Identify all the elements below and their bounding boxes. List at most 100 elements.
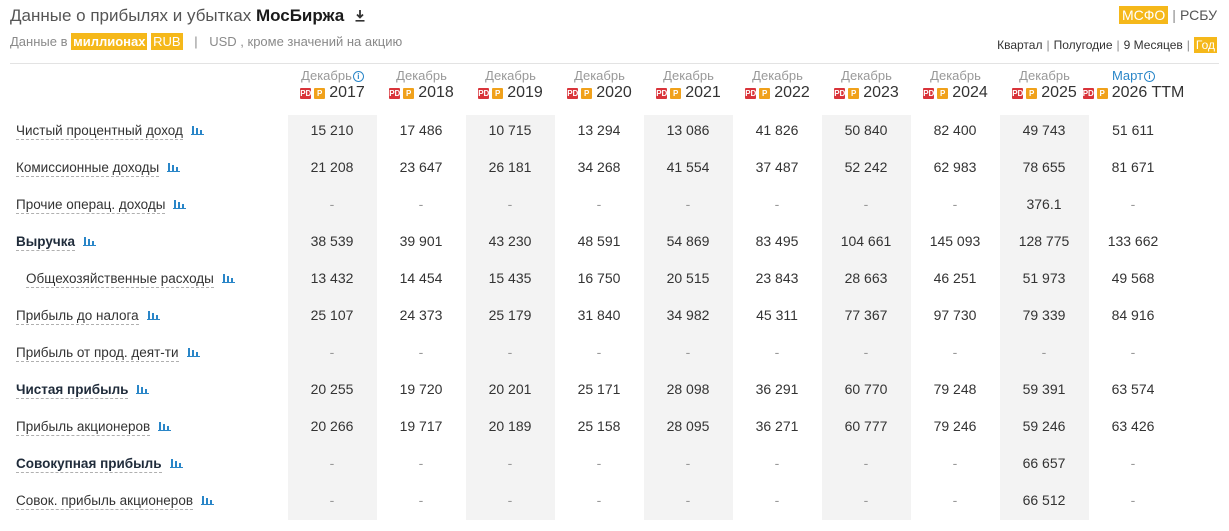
row-label-text[interactable]: Прибыль от прод. деят-ти [16,345,179,362]
row-label-text[interactable]: Комиссионные доходы [16,160,160,177]
row-label[interactable]: Общехозяйственные расходы [26,271,235,288]
table-cell: 376.1 [1026,196,1062,212]
table-cell: 81 671 [1111,159,1155,175]
report-icon[interactable]: Р [937,88,949,99]
row-label[interactable]: Совокупная прибыль [16,456,183,473]
table-cell: 28 095 [666,418,710,434]
row-label-text[interactable]: Выручка [16,234,75,251]
row-label-text[interactable]: Чистая прибыль [16,382,129,399]
report-icon[interactable]: Р [1026,88,1038,99]
row-label-text[interactable]: Прибыль акционеров [16,419,151,436]
bar-chart-icon[interactable] [190,123,204,135]
pdf-icon[interactable]: PDF [478,88,495,99]
period-1[interactable]: Полугодие [1053,38,1113,52]
pdf-icon[interactable]: PDF [745,88,762,99]
info-icon[interactable]: i [352,71,364,82]
pdf-icon[interactable]: PDF [1082,88,1099,99]
pdf-icon[interactable]: PDF [656,88,673,99]
column-year: 2019 [507,84,543,101]
table-cell: - [774,196,780,212]
row-label-text[interactable]: Совокупная прибыль [16,456,162,473]
report-icon[interactable]: Р [848,88,860,99]
company-name[interactable]: МосБиржа [255,6,345,25]
report-icon[interactable]: Р [1096,88,1108,99]
column-shade [822,115,911,520]
row-label[interactable]: Прибыль до налога [16,308,160,325]
table-cell: 20 266 [310,418,354,434]
bar-chart-icon[interactable] [158,419,172,431]
table-cell: - [1041,344,1047,360]
row-label-text[interactable]: Совок. прибыль акционеров [16,493,193,510]
row-label[interactable]: Прибыль от прод. деят-ти [16,345,200,362]
period-3[interactable]: Год [1193,37,1217,53]
report-icon[interactable]: Р [492,88,504,99]
period-0[interactable]: Квартал [997,38,1043,52]
table-cell: 28 098 [666,381,710,397]
column-shade [1000,115,1089,520]
bar-chart-icon[interactable] [82,234,96,246]
column-header: Декабрь PDFР 2018 [367,68,476,102]
row-label[interactable]: Чистая прибыль [16,382,150,399]
table-cell: - [418,455,424,471]
row-label[interactable]: Комиссионные доходы [16,160,181,177]
column-header: Март i PDFР 2026 TTM [1079,68,1188,102]
bar-chart-icon[interactable] [167,160,181,172]
pdf-icon[interactable]: PDF [1012,88,1029,99]
table-cell: - [418,492,424,508]
table-cell: 79 248 [933,381,977,397]
table-cell: - [1130,344,1136,360]
row-label-text[interactable]: Чистый процентный доход [16,123,183,140]
table-cell: 10 715 [488,122,532,138]
table-cell: - [863,196,869,212]
row-label-text[interactable]: Прибыль до налога [16,308,139,325]
pdf-icon[interactable]: PDF [300,88,317,99]
report-icon[interactable]: Р [581,88,593,99]
bar-chart-icon[interactable] [201,493,214,505]
column-month-label: Декабрь [841,68,892,83]
column-year-line: PDFР 2026 TTM [1079,84,1188,102]
row-label-text[interactable]: Прочие операц. доходы [16,197,166,214]
column-month-label: Декабрь [1019,68,1070,83]
row-label[interactable]: Совок. прибыль акционеров [16,493,214,510]
period-2[interactable]: 9 Месяцев [1123,38,1183,52]
table-cell: - [596,196,602,212]
table-cell: 62 983 [933,159,977,175]
row-label[interactable]: Прибыль акционеров [16,419,172,436]
table-cell: 60 777 [844,418,888,434]
row-label[interactable]: Чистый процентный доход [16,123,204,140]
table-cell: 41 826 [755,122,799,138]
row-label[interactable]: Выручка [16,234,96,251]
table-cell: 104 661 [840,233,892,249]
report-icon[interactable]: Р [759,88,771,99]
bar-chart-icon[interactable] [169,456,183,468]
pdf-icon[interactable]: PDF [567,88,584,99]
table-cell: - [329,196,335,212]
standard-ifrs[interactable]: МСФО [1118,6,1169,24]
bar-chart-icon[interactable] [136,382,150,394]
currency-usd[interactable]: USD [209,34,237,49]
table-cell: 23 647 [399,159,443,175]
bar-chart-icon[interactable] [146,308,160,320]
table-cell: 25 158 [577,418,621,434]
row-label-text[interactable]: Общехозяйственные расходы [26,271,214,288]
units-millions[interactable]: миллионах [71,33,148,50]
pdf-icon[interactable]: PDF [923,88,940,99]
bar-chart-icon[interactable] [186,345,200,357]
table-cell: 77 367 [844,307,888,323]
report-icon[interactable]: Р [403,88,415,99]
bar-chart-icon[interactable] [173,197,187,209]
table-cell: 20 201 [488,381,532,397]
standard-ras[interactable]: РСБУ [1179,7,1217,23]
pdf-icon[interactable]: PDF [834,88,851,99]
report-icon[interactable]: Р [670,88,682,99]
pdf-icon[interactable]: PDF [389,88,406,99]
row-label[interactable]: Прочие операц. доходы [16,197,187,214]
download-icon[interactable] [355,10,365,22]
column-month-label: Декабрь [930,68,981,83]
column-year-line: PDFР 2019 [456,84,565,102]
bar-chart-icon[interactable] [221,271,235,283]
currency-rub[interactable]: RUB [151,33,183,50]
table-cell: 133 662 [1107,233,1159,249]
info-icon[interactable]: i [1144,71,1156,82]
report-icon[interactable]: Р [314,88,326,99]
